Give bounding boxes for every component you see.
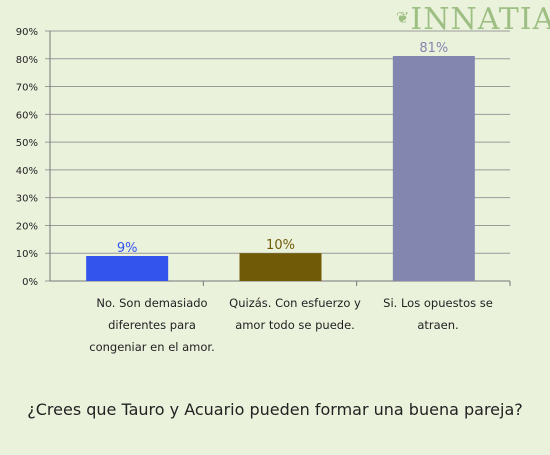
y-tick-label: 60% [16, 110, 38, 121]
bar [86, 256, 169, 281]
y-tick-label: 10% [16, 249, 38, 260]
bar-value-label: 81% [419, 41, 448, 56]
bar [392, 56, 475, 281]
y-tick-label: 30% [16, 194, 38, 205]
leaf-icon: ❦ [396, 8, 411, 27]
y-tick-label: 0% [22, 277, 38, 288]
bar [239, 253, 322, 281]
category-label-3: Si. Los opuestos se atraen. [383, 296, 493, 332]
bar-value-label: 9% [117, 241, 138, 256]
y-tick-label: 50% [16, 138, 38, 149]
category-label-1: No. Son demasiado diferentes para congen… [89, 296, 215, 354]
bar-value-label: 10% [266, 238, 295, 253]
y-tick-label: 80% [16, 55, 38, 66]
category-label-2: Quizás. Con esfuerzo y amor todo se pued… [229, 296, 361, 332]
y-tick-label: 40% [16, 166, 38, 177]
y-tick-label: 70% [16, 83, 38, 94]
y-tick-label: 90% [16, 27, 38, 38]
poll-question: ¿Crees que Tauro y Acuario pueden formar… [27, 400, 523, 419]
y-tick-label: 20% [16, 221, 38, 232]
